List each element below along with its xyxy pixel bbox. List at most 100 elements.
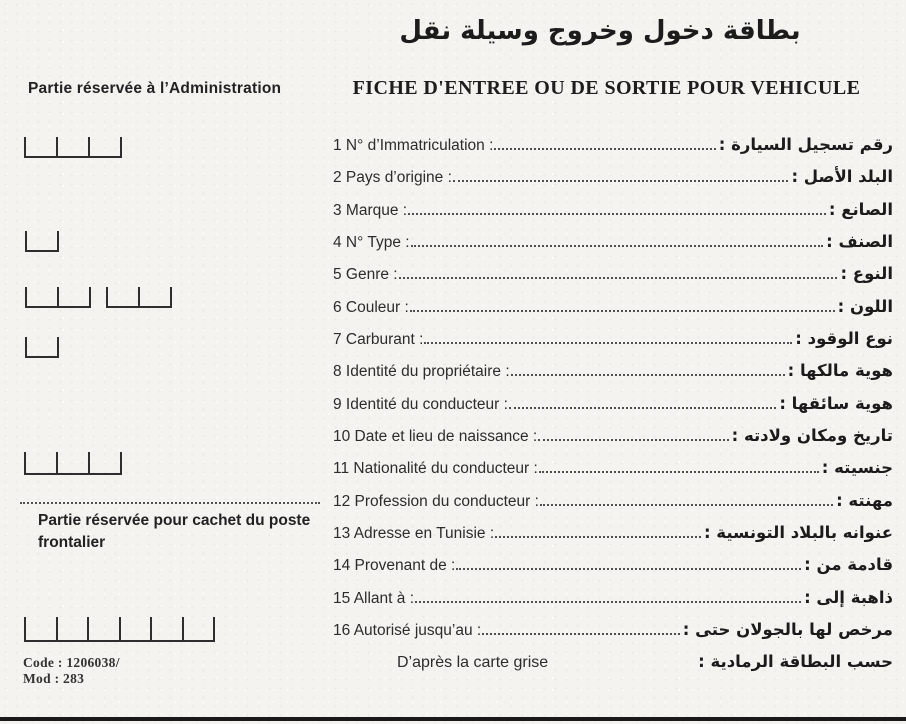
field-label-ar: البلد الأصل : bbox=[791, 167, 893, 187]
form-field-row: 9 Identité du conducteur : هوية سائقها : bbox=[333, 386, 893, 418]
field-label-ar: عنوانه بالبلاد التونسية : bbox=[703, 523, 893, 543]
dotted-fill-line bbox=[410, 224, 824, 248]
entry-box-cell bbox=[24, 137, 56, 158]
form-field-row: 6 Couleur : اللون : bbox=[333, 289, 893, 321]
form-field-row: 8 Identité du propriétaire : هوية مالكها … bbox=[333, 353, 893, 385]
entry-box-cell bbox=[25, 287, 57, 308]
field-label-ar: النوع : bbox=[840, 264, 893, 284]
field-label-fr: 8 Identité du propriétaire : bbox=[333, 363, 510, 381]
entry-box-cell bbox=[57, 287, 91, 308]
field-label-ar: الصانع : bbox=[828, 199, 893, 219]
dotted-fill-line bbox=[409, 289, 835, 312]
entry-boxes-group bbox=[25, 337, 59, 358]
dotted-fill-line bbox=[398, 256, 838, 280]
form-field-row: 1 N° d’Immatriculation : رقم تسجيل السيار… bbox=[333, 127, 893, 159]
form-field-row: 16 Autorisé jusqu’au : مرخص لها بالجولان … bbox=[333, 612, 893, 644]
field-label-fr: 14 Provenant de : bbox=[333, 557, 456, 575]
fields-section: 1 N° d’Immatriculation : رقم تسجيل السيار… bbox=[333, 127, 893, 679]
scan-bottom-edge bbox=[0, 717, 906, 721]
dotted-fill-line bbox=[408, 192, 826, 215]
field-label-fr: 5 Genre : bbox=[333, 266, 398, 284]
entry-box-cell bbox=[88, 137, 122, 158]
entry-box-cell bbox=[24, 617, 56, 642]
entry-box-cell bbox=[56, 452, 88, 475]
entry-box-cell bbox=[118, 617, 150, 642]
field-label-fr: 4 N° Type : bbox=[333, 234, 410, 252]
form-field-row: 4 N° Type : الصنف : bbox=[333, 224, 893, 256]
dotted-fill-line bbox=[415, 580, 802, 603]
dotted-fill-line bbox=[539, 483, 834, 506]
field-label-ar: الصنف : bbox=[826, 232, 893, 252]
dotted-fill-line bbox=[538, 450, 819, 474]
field-label-ar: رقم تسجيل السيارة : bbox=[718, 135, 893, 154]
entry-box-cell bbox=[106, 287, 138, 308]
entry-box-cell bbox=[25, 337, 59, 358]
entry-box-cell bbox=[150, 617, 182, 642]
form-field-row: 13 Adresse en Tunisie : عنوانه بالبلاد ال… bbox=[333, 515, 893, 547]
form-field-row: 7 Carburant : نوع الوقود : bbox=[333, 321, 893, 353]
field-label-fr: 10 Date et lieu de naissance : bbox=[333, 428, 538, 446]
field-label-fr: 2 Pays d’origine : bbox=[333, 169, 452, 187]
field-rows: 1 N° d’Immatriculation : رقم تسجيل السيار… bbox=[333, 127, 893, 645]
stamp-section-label: Partie réservée pour cachet du poste fro… bbox=[38, 512, 311, 551]
carte-grise-note-row: D’après la carte grise حسب البطاقة الرما… bbox=[333, 645, 893, 679]
field-label-fr: 7 Carburant : bbox=[333, 331, 424, 349]
field-label-fr: 6 Couleur : bbox=[333, 298, 409, 316]
form-field-row: 5 Genre : النوع : bbox=[333, 256, 893, 288]
entry-box-cell bbox=[181, 617, 215, 642]
mod-line: Mod : 283 bbox=[23, 671, 85, 686]
field-label-fr: 1 N° d’Immatriculation : bbox=[333, 137, 494, 154]
separator-dotted-line bbox=[20, 492, 320, 504]
field-label-fr: 13 Adresse en Tunisie : bbox=[333, 525, 495, 543]
form-field-row: 10 Date et lieu de naissance : تاريخ ومكا… bbox=[333, 418, 893, 450]
dotted-fill-line bbox=[424, 321, 793, 345]
field-label-ar: تاريخ ومكان ولادته : bbox=[731, 426, 893, 446]
entry-box-cell bbox=[56, 137, 88, 158]
field-label-fr: 3 Marque : bbox=[333, 201, 408, 219]
field-label-fr: 11 Nationalité du conducteur : bbox=[333, 460, 538, 478]
field-label-ar: قادمة من : bbox=[804, 555, 893, 575]
dotted-fill-line bbox=[538, 418, 729, 442]
carte-grise-note-fr: D’après la carte grise bbox=[397, 653, 549, 671]
entry-box-cell bbox=[25, 231, 59, 252]
form-title: FICHE D'ENTREE OU DE SORTIE POUR VEHICUL… bbox=[352, 77, 861, 99]
form-field-row: 15 Allant à : ذاهبة إلى : bbox=[333, 580, 893, 612]
entry-boxes-group bbox=[106, 287, 172, 308]
entry-box-cell bbox=[24, 452, 56, 475]
form-field-row: 3 Marque : الصانع : bbox=[333, 192, 893, 224]
entry-box-cell bbox=[87, 617, 119, 642]
field-label-fr: 12 Profession du conducteur : bbox=[333, 492, 539, 510]
entry-boxes-group bbox=[25, 287, 91, 308]
field-label-fr: 16 Autorisé jusqu’au : bbox=[333, 622, 482, 640]
form-field-row: 2 Pays d’origine : البلد الأصل : bbox=[333, 159, 893, 191]
field-label-ar: جنسيته : bbox=[821, 458, 893, 478]
dotted-fill-line bbox=[494, 127, 716, 150]
entry-box-cell bbox=[138, 287, 172, 308]
field-label-ar: هوية مالكها : bbox=[787, 361, 893, 381]
field-label-ar: مرخص لها بالجولان حتى : bbox=[682, 620, 893, 640]
entry-box-cell bbox=[55, 617, 87, 642]
form-field-row: 14 Provenant de : قادمة من : bbox=[333, 547, 893, 579]
dotted-fill-line bbox=[495, 515, 701, 539]
admin-section-label: Partie réservée à l’Administration bbox=[28, 80, 282, 97]
form-field-row: 12 Profession du conducteur : مهنته : bbox=[333, 483, 893, 515]
form-code-text: Code : 1206038/ Mod : 283 bbox=[23, 655, 120, 687]
form-field-row: 11 Nationalité du conducteur : جنسيته : bbox=[333, 450, 893, 482]
entry-boxes-group bbox=[25, 231, 59, 252]
field-label-ar: نوع الوقود : bbox=[795, 329, 893, 349]
entry-boxes-group bbox=[24, 617, 215, 642]
dotted-fill-line bbox=[482, 612, 680, 636]
card-title-arabic: بطاقة دخول وخروج وسيلة نقل bbox=[399, 16, 801, 46]
code-line: Code : 1206038/ bbox=[23, 655, 120, 670]
field-label-ar: ذاهبة إلى : bbox=[804, 587, 893, 607]
dotted-fill-line bbox=[510, 353, 785, 377]
dotted-fill-line bbox=[508, 386, 777, 409]
entry-boxes-group bbox=[24, 452, 122, 475]
entry-box-cell bbox=[88, 452, 122, 475]
carte-grise-note-ar: حسب البطاقة الرمادية : bbox=[698, 651, 893, 671]
dotted-fill-line bbox=[452, 159, 789, 183]
entry-boxes-group bbox=[24, 137, 122, 158]
field-label-ar: هوية سائقها : bbox=[779, 393, 893, 413]
dotted-fill-line bbox=[456, 547, 802, 571]
